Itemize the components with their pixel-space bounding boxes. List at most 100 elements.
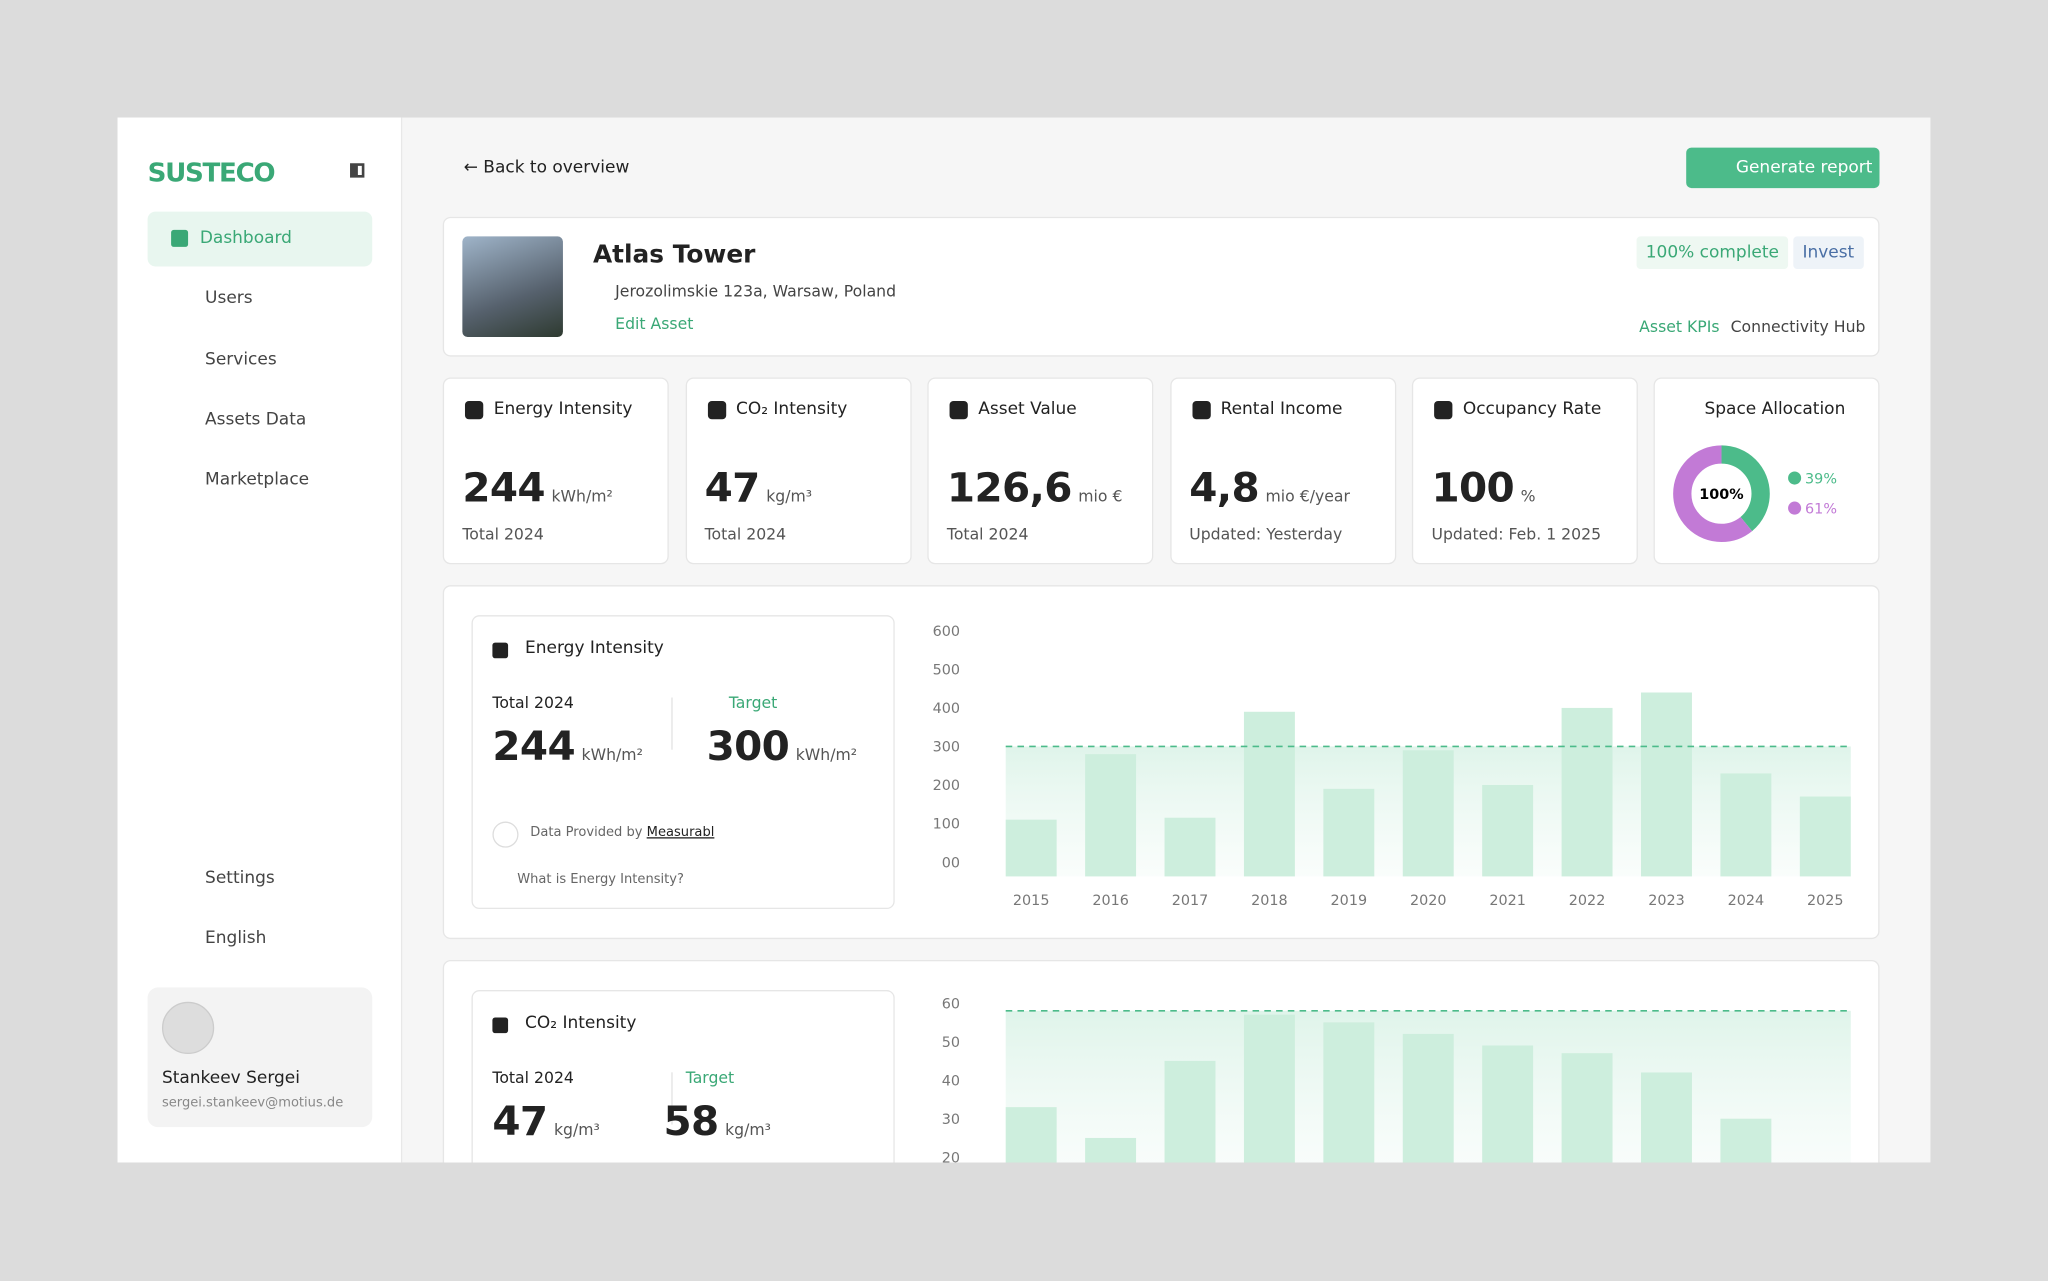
bar	[1323, 1022, 1375, 1163]
donut-segment	[1673, 445, 1770, 543]
target-label: Target	[728, 693, 778, 712]
x-tick-label: 2019	[1331, 893, 1368, 909]
nav-item[interactable]: Settings	[205, 868, 275, 889]
total-label: Total 2024	[492, 693, 574, 712]
bar	[1005, 1107, 1057, 1163]
y-tick-label: 200	[933, 778, 960, 794]
bar	[1482, 784, 1534, 877]
kpi-card: Asset Value 126,6 mio € Total 2024	[927, 377, 1154, 565]
tag-badge: Invest	[1793, 236, 1864, 270]
nav-item[interactable]: English	[205, 928, 267, 949]
y-tick-label: 100	[933, 817, 960, 833]
donut-center: 100%	[1699, 487, 1743, 503]
bar	[1402, 1033, 1454, 1163]
asset-address: Jerozolimskie 123a, Warsaw, Poland	[615, 282, 897, 301]
kpi-title: Rental Income	[1220, 399, 1343, 420]
kpi-title: Asset Value	[978, 399, 1077, 420]
kpi-note: Total 2024	[704, 525, 787, 544]
total-unit: kWh/m²	[581, 745, 643, 765]
kpi-title: Occupancy Rate	[1462, 399, 1602, 420]
provider-text: Data Provided by	[530, 825, 643, 840]
help-link[interactable]: What is Energy Intensity?	[517, 872, 684, 887]
target-unit: kg/m³	[725, 1120, 771, 1139]
nav-item[interactable]: Assets Data	[205, 410, 307, 430]
kpi-value-row: 4,8 mio €/year	[1189, 465, 1350, 512]
kpi-icon	[464, 400, 484, 420]
x-tick-label: 2021	[1489, 893, 1526, 909]
tab[interactable]: Asset KPIs	[1639, 317, 1720, 336]
x-tick-label: 2022	[1569, 893, 1606, 909]
info-title: Energy Intensity	[525, 638, 664, 659]
total-row: 244 kWh/m²	[492, 724, 642, 771]
user-email: sergei.stankeev@motius.de	[161, 1095, 344, 1111]
y-tick-label: 400	[933, 701, 960, 717]
y-tick-label: 50	[942, 1035, 960, 1051]
back-link[interactable]: ← Back to overview	[463, 158, 630, 178]
bar	[1085, 1137, 1137, 1163]
kpi-note: Total 2024	[946, 525, 1029, 544]
kpi-title: Space Allocation	[1704, 399, 1846, 420]
kpi-icon	[707, 400, 726, 420]
info-card: CO₂ Intensity Total 2024 47 kg/m³ Target 58 kg…	[471, 990, 895, 1163]
bar	[1323, 788, 1375, 877]
bar	[1164, 817, 1216, 877]
bar	[1243, 1014, 1295, 1163]
kpi-icon	[1191, 400, 1211, 420]
charts: 39% 61% 100% 00 100 200 300 400 500 600 2015 2016 20…	[933, 445, 1851, 1163]
info-card: Energy Intensity Total 2024 244 kWh/m² Targe…	[471, 615, 895, 910]
nav-item[interactable]: Marketplace	[205, 470, 310, 490]
generate-button[interactable]: Generate report	[1686, 147, 1880, 189]
kpi-value: 100	[1431, 464, 1515, 512]
info-title: CO₂ Intensity	[525, 1013, 637, 1034]
y-tick-label: 40	[942, 1073, 960, 1089]
edit-asset[interactable]: Edit Asset	[615, 314, 694, 334]
bar	[1641, 692, 1692, 877]
x-tick-label: 2017	[1172, 893, 1209, 909]
y-tick-label: 60	[942, 996, 960, 1012]
kpi-value: 244	[462, 464, 545, 512]
y-tick-label: 500	[933, 663, 960, 679]
target-value: 58	[663, 1098, 720, 1146]
kpi-unit: kg/m³	[766, 487, 813, 506]
sidebar-toggle[interactable]	[350, 163, 365, 178]
bar	[1561, 1053, 1613, 1163]
tab[interactable]: Connectivity Hub	[1730, 317, 1866, 336]
divider	[671, 697, 673, 750]
kpi-unit: mio €/year	[1265, 487, 1350, 506]
kpi-value: 47	[704, 464, 761, 512]
x-tick-label: 2018	[1251, 893, 1288, 909]
provider-logo	[492, 821, 519, 848]
kpi-note: Updated: Yesterday	[1189, 525, 1343, 544]
legend-dot	[1788, 501, 1802, 515]
asset-image	[462, 236, 563, 337]
bar	[1243, 711, 1295, 877]
kpi-card: Occupancy Rate 100% Updated: Feb. 1 2025	[1411, 377, 1638, 565]
total-label: Total 2024	[492, 1068, 574, 1087]
total-value: 244	[492, 723, 575, 771]
nav-item[interactable]: Dashboard	[199, 228, 292, 249]
kpi-card: CO₂ Intensity 47 kg/m³ Total 2024	[685, 377, 912, 565]
x-tick-label: 2025	[1807, 893, 1844, 909]
nav-icon	[171, 229, 189, 247]
total-row: 47 kg/m³	[492, 1098, 599, 1145]
provider-link[interactable]: Measurabl	[646, 825, 715, 840]
app: SUSTECO Dashboard Users Services Assets …	[117, 117, 1931, 1163]
total-value: 47	[492, 1098, 548, 1146]
info-icon	[492, 1017, 509, 1034]
bar	[1720, 1118, 1772, 1163]
bar	[1720, 773, 1772, 877]
bar	[1561, 707, 1613, 877]
kpi-value: 4,8	[1189, 464, 1259, 512]
y-tick-label: 300	[933, 740, 960, 756]
kpi-value-row: 47 kg/m³	[705, 465, 812, 512]
x-tick-label: 2015	[1013, 893, 1050, 909]
kpi-title: Energy Intensity	[493, 399, 633, 420]
logo[interactable]: SUSTECO	[147, 156, 276, 189]
nav-item[interactable]: Users	[205, 288, 253, 309]
provider: Data Provided by Measurabl	[530, 825, 714, 839]
kpi-card: Rental Income 4,8 mio €/year Updated: Yeste…	[1169, 377, 1396, 565]
y-tick-label: 600	[933, 624, 960, 640]
nav-item[interactable]: Services	[205, 350, 277, 370]
